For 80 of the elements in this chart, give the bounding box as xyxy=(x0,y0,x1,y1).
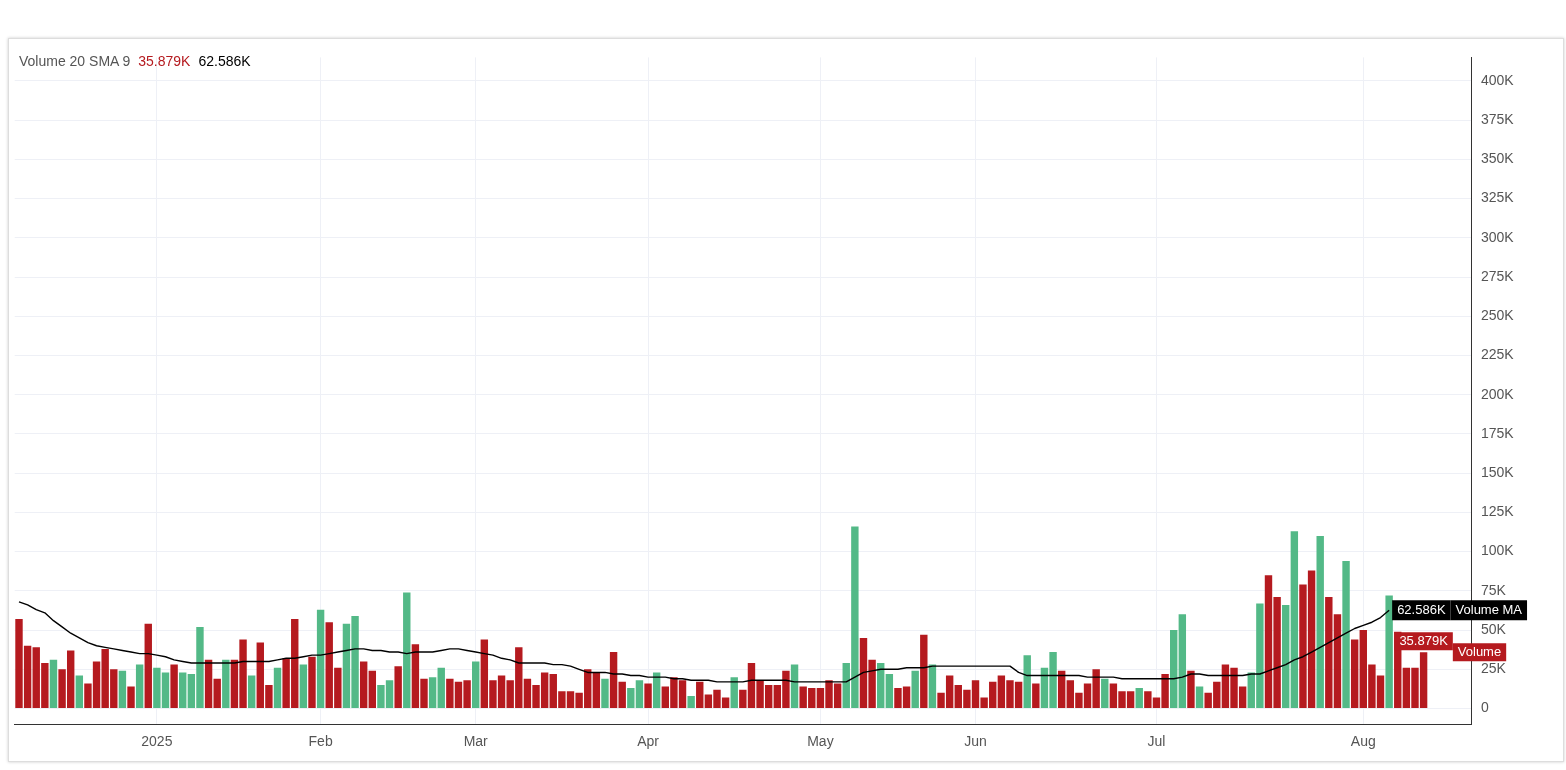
y-tick-label: 300K xyxy=(1481,228,1515,245)
bar xyxy=(316,609,325,709)
bar xyxy=(135,664,144,709)
bar xyxy=(273,667,282,709)
bar xyxy=(247,675,256,709)
legend-label: Volume MA xyxy=(1455,601,1523,617)
bar xyxy=(1350,639,1359,709)
x-tick-label: Apr xyxy=(637,733,660,750)
bar xyxy=(368,670,377,709)
bar xyxy=(877,663,885,709)
y-tick-label: 25K xyxy=(1481,660,1507,677)
y-tick-label: 175K xyxy=(1481,424,1515,441)
bar xyxy=(75,675,84,709)
y-tick-label: 350K xyxy=(1481,150,1515,167)
bar xyxy=(1032,683,1040,709)
annotation: 35.879K xyxy=(138,53,191,69)
data-label: 35.879K xyxy=(1399,632,1449,648)
bar xyxy=(1187,670,1195,709)
bar xyxy=(652,672,661,709)
bar xyxy=(1101,678,1109,709)
x-tick-label: Mar xyxy=(463,733,489,750)
x-tick-label: Jul xyxy=(1147,733,1166,750)
y-tick-label: 150K xyxy=(1481,464,1515,481)
bar xyxy=(696,681,704,709)
bar xyxy=(1135,688,1143,709)
bar xyxy=(1316,535,1324,709)
bar xyxy=(687,695,695,709)
bar xyxy=(790,664,799,709)
y-tick-label: 225K xyxy=(1481,346,1515,363)
bar xyxy=(299,664,308,709)
bar xyxy=(359,661,368,709)
x-tick-label: Aug xyxy=(1350,733,1376,750)
bar xyxy=(920,634,928,709)
bar xyxy=(118,670,127,709)
text: Volume xyxy=(1457,643,1502,659)
bar xyxy=(127,686,135,709)
bar xyxy=(1023,655,1031,709)
bar xyxy=(1385,595,1393,709)
bar xyxy=(644,683,652,709)
y-tick-label: 375K xyxy=(1481,111,1515,128)
y-tick-label: 400K xyxy=(1481,71,1515,88)
annotation: 62.586K xyxy=(198,53,251,69)
y-tick-label: 0 xyxy=(1481,699,1489,716)
bar xyxy=(1290,531,1299,709)
bar xyxy=(911,670,919,709)
bar xyxy=(1342,561,1350,709)
y-tick-label: 325K xyxy=(1481,189,1515,206)
bar xyxy=(403,592,411,709)
y-tick-label: 125K xyxy=(1481,503,1515,520)
bar xyxy=(1195,686,1204,709)
y-tick-label: 275K xyxy=(1481,267,1515,284)
bar xyxy=(472,661,480,709)
bar xyxy=(394,666,402,709)
bar xyxy=(1057,670,1066,709)
bar xyxy=(885,673,894,709)
bar xyxy=(179,672,187,709)
y-tick-label: 200K xyxy=(1481,385,1515,402)
annotation: Volume 20 SMA 9 xyxy=(19,53,131,69)
bar xyxy=(1178,614,1187,709)
y-tick-label: 250K xyxy=(1481,307,1515,324)
bar xyxy=(49,659,58,709)
x-tick-label: Jun xyxy=(964,733,987,750)
bar xyxy=(928,664,937,709)
bar xyxy=(1170,630,1178,709)
y-tick-label: 50K xyxy=(1481,620,1507,637)
bar xyxy=(308,656,316,709)
bar xyxy=(592,672,601,709)
bar xyxy=(428,677,437,709)
data-label: 62.586K xyxy=(1397,601,1446,617)
bar xyxy=(1282,604,1290,709)
x-tick-label: 2025 xyxy=(141,733,173,750)
x-tick-label: May xyxy=(807,733,834,750)
y-tick-label: 75K xyxy=(1481,581,1507,598)
bar xyxy=(222,659,230,709)
bar xyxy=(170,664,178,709)
bar xyxy=(144,623,152,709)
y-tick-label: 100K xyxy=(1481,542,1515,559)
x-tick-label: Feb xyxy=(308,733,333,750)
bar xyxy=(601,678,609,709)
bar xyxy=(437,667,445,709)
